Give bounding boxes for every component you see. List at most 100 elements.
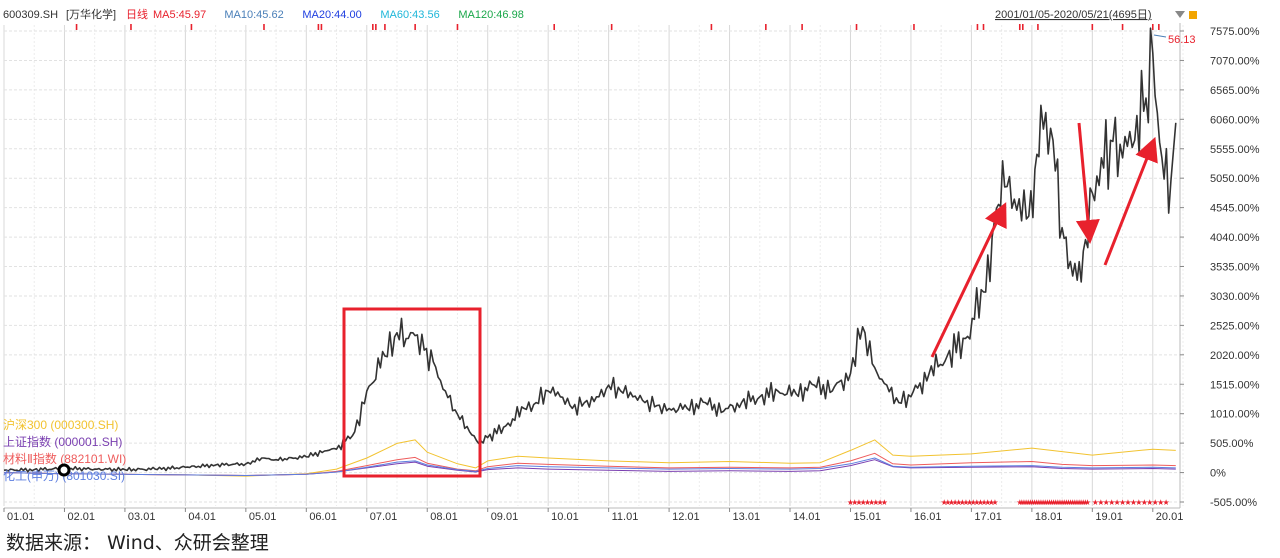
- x-tick-label: 02.01: [67, 511, 95, 523]
- event-star: ★: [1044, 498, 1051, 507]
- date-range[interactable]: 2001/01/05-2020/05/21(4695日): [995, 9, 1152, 21]
- x-tick-label: 12.01: [672, 511, 700, 523]
- event-star: ★: [1108, 498, 1115, 507]
- event-star: ★: [944, 498, 951, 507]
- x-tick-label: 10.01: [551, 511, 579, 523]
- trend-arrow-1: [1075, 122, 1100, 244]
- event-star: ★: [970, 498, 977, 507]
- x-tick-label: 11.01: [612, 511, 639, 523]
- ma-label-2: MA20:44.00: [302, 9, 361, 21]
- event-star: ★: [1124, 498, 1131, 507]
- event-star: ★: [1020, 498, 1027, 507]
- event-star: ★: [1048, 498, 1055, 507]
- ma-label-3: MA60:43.56: [380, 9, 439, 21]
- annotations: 56.13: [342, 34, 1196, 478]
- event-star: ★: [881, 498, 888, 507]
- y-tick-label: 2020.00%: [1210, 350, 1260, 362]
- trend-arrow-0: [930, 202, 1007, 358]
- event-star: ★: [941, 498, 948, 507]
- event-star: ★: [872, 498, 879, 507]
- event-star: ★: [1157, 498, 1164, 507]
- event-star: ★: [1103, 498, 1110, 507]
- x-axis-labels: 01.01 02.01 03.01 04.01 05.01 06.01 07.01 08.01…: [3, 508, 1184, 523]
- event-star: ★: [1039, 498, 1046, 507]
- event-star: ★: [1114, 498, 1121, 507]
- event-star: ★: [1080, 498, 1087, 507]
- legend: 沪深300 (000300.SH) 上证指数 (000001.SH) 材料Ⅱ指数 (…: [3, 418, 126, 483]
- y-tick-label: 5555.00%: [1210, 144, 1260, 156]
- trend-arrow-2: [1103, 136, 1158, 266]
- ma-label-1: MA10:45.62: [224, 9, 283, 21]
- event-star: ★: [1050, 498, 1057, 507]
- event-star: ★: [1031, 498, 1038, 507]
- x-tick-label: 03.01: [128, 511, 156, 523]
- event-star: ★: [1135, 498, 1142, 507]
- last-price-pointer: [1153, 34, 1167, 38]
- dropdown-icon[interactable]: [1175, 11, 1185, 18]
- x-tick-label: 14.01: [793, 511, 821, 523]
- event-star: ★: [860, 498, 867, 507]
- event-star: ★: [1027, 498, 1034, 507]
- event-star: ★: [1042, 498, 1049, 507]
- event-star: ★: [1067, 498, 1074, 507]
- start-marker-icon: [57, 463, 71, 477]
- stock-name: [万华化学]: [66, 7, 116, 21]
- event-star: ★: [1130, 498, 1137, 507]
- event-star: ★: [1163, 498, 1170, 507]
- y-tick-label: 4040.00%: [1210, 232, 1260, 244]
- event-star: ★: [1073, 498, 1080, 507]
- legend-item-2: 材料Ⅱ指数 (882101.WI): [3, 451, 126, 466]
- x-tick-label: 09.01: [491, 511, 519, 523]
- y-axis-labels: 7575.00% 7070.00% 6565.00% 6060.00% 5555.00%…: [1180, 26, 1260, 509]
- x-tick-label: 15.01: [853, 511, 881, 523]
- event-star: ★: [1035, 498, 1042, 507]
- period-label: 日线: [126, 7, 148, 21]
- x-tick-label: 07.01: [370, 511, 398, 523]
- event-star: ★: [877, 498, 884, 507]
- event-star: ★: [1046, 498, 1053, 507]
- event-star: ★: [1023, 498, 1030, 507]
- event-star: ★: [1082, 498, 1089, 507]
- event-star: ★: [1061, 498, 1068, 507]
- event-star: ★: [1119, 498, 1126, 507]
- last-price-label: 56.13: [1168, 34, 1196, 46]
- y-tick-label: 2525.00%: [1210, 320, 1260, 332]
- event-star: ★: [1063, 498, 1070, 507]
- x-tick-label: 17.01: [974, 511, 1002, 523]
- event-star: ★: [1069, 498, 1076, 507]
- event-star: ★: [977, 498, 984, 507]
- chart-header: 600309.SH [万华化学] 日线 2001/01/05-2020/05/2…: [3, 7, 1197, 21]
- event-star: ★: [981, 498, 988, 507]
- event-star: ★: [1037, 498, 1044, 507]
- event-star: ★: [1092, 498, 1099, 507]
- ma-label-4: MA120:46.98: [458, 9, 523, 21]
- y-tick-label: 7575.00%: [1210, 26, 1260, 38]
- y-tick-label: 7070.00%: [1210, 55, 1260, 67]
- x-tick-label: 05.01: [249, 511, 277, 523]
- x-tick-label: 19.01: [1095, 511, 1123, 523]
- series-group: [3, 27, 1177, 477]
- event-star: ★: [864, 498, 871, 507]
- event-star: ★: [1141, 498, 1148, 507]
- tick-marks: ★★★★★★★★★ ★★★★★★★★★★★★★★★ ★★★★★★★★★★★★★★★★…: [75, 24, 1170, 507]
- x-tick-label: 16.01: [914, 511, 942, 523]
- event-star: ★: [951, 498, 958, 507]
- y-tick-label: 1010.00%: [1210, 409, 1260, 421]
- event-star: ★: [851, 498, 858, 507]
- x-tick-label: 20.01: [1156, 511, 1184, 523]
- event-star: ★: [847, 498, 854, 507]
- event-star: ★: [1016, 498, 1023, 507]
- y-tick-label: 0%: [1210, 468, 1226, 480]
- event-star: ★: [1146, 498, 1153, 507]
- ma-indicators: MA5:45.97 MA10:45.62 MA20:44.00 MA60:43.56 M…: [153, 9, 524, 21]
- y-tick-label: -505.00%: [1210, 497, 1257, 509]
- y-tick-label: 5050.00%: [1210, 173, 1260, 185]
- y-tick-label: 1515.00%: [1210, 379, 1260, 391]
- settings-icon[interactable]: [1189, 11, 1197, 19]
- event-star: ★: [962, 498, 969, 507]
- event-star: ★: [1097, 498, 1104, 507]
- x-tick-label: 04.01: [188, 511, 216, 523]
- x-tick-label: 18.01: [1035, 511, 1063, 523]
- event-star: ★: [1078, 498, 1085, 507]
- event-star: ★: [1152, 498, 1159, 507]
